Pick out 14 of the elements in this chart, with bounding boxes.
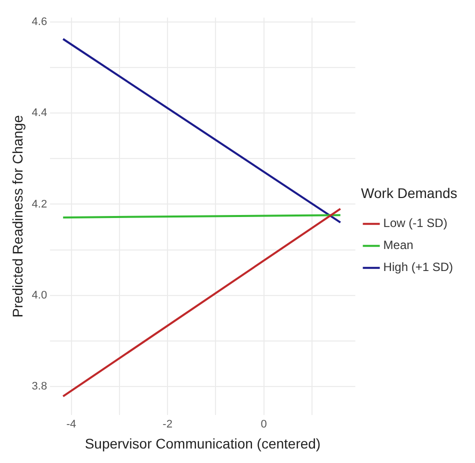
- legend-label: Low (-1 SD): [383, 216, 448, 230]
- y-axis-title: Predicted Readiness for Change: [9, 114, 26, 318]
- legend-title: Work Demands: [361, 184, 458, 201]
- y-tick-label: 3.8: [32, 380, 48, 392]
- y-tick-label: 4.4: [32, 107, 48, 120]
- x-axis-title: Supervisor Communication (centered): [84, 435, 321, 452]
- legend-label: High (+1 SD): [383, 260, 454, 274]
- legend-label: Mean: [383, 238, 414, 252]
- y-tick-label: 4.2: [32, 198, 48, 210]
- x-tick-label: -2: [162, 418, 172, 431]
- x-tick-label: -4: [66, 418, 76, 431]
- y-tick-label: 4.6: [32, 16, 48, 28]
- x-tick-label: 0: [260, 418, 267, 431]
- text: 4.0: [32, 289, 48, 302]
